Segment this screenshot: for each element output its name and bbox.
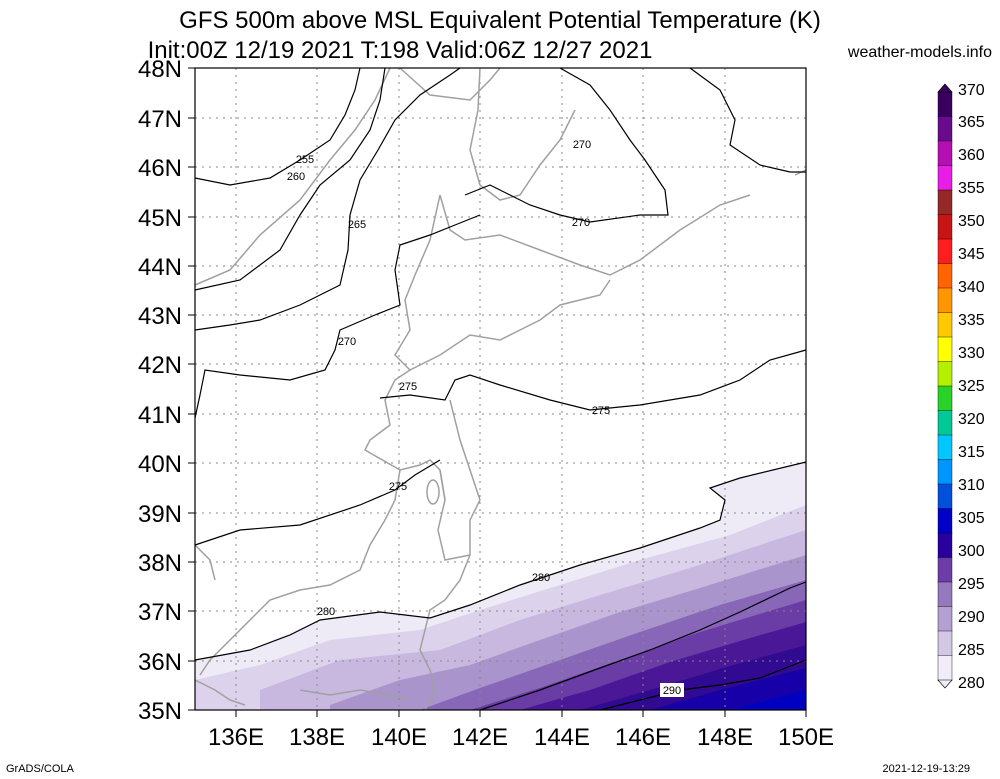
footer-timestamp: 2021-12-19-13:29 [882, 763, 970, 775]
lat-label: 48N [138, 56, 182, 83]
contour-label: 255 [296, 154, 314, 166]
contour-label: 275 [399, 381, 417, 393]
contour-label: 290 [663, 685, 681, 697]
colorbar-label: 365 [958, 114, 985, 131]
colorbar-max-arrow [937, 83, 953, 93]
colorbar-label: 315 [958, 444, 985, 461]
lon-label: 148E [697, 724, 753, 751]
lon-label: 138E [289, 724, 345, 751]
colorbar-label: 285 [958, 642, 985, 659]
colorbar-segment [937, 410, 953, 436]
lat-label: 45N [138, 205, 182, 232]
lat-label: 46N [138, 155, 182, 182]
colorbar-segment [937, 263, 953, 289]
lon-label: 144E [534, 724, 590, 751]
colorbar-label: 320 [958, 411, 985, 428]
colorbar-segment [937, 116, 953, 142]
colorbar-segment [937, 312, 953, 338]
colorbar-segment [937, 606, 953, 632]
contour-label: 270 [338, 336, 356, 348]
colorbar-segment [937, 532, 953, 559]
colorbar-segment [937, 581, 953, 608]
contour-labels: 255 260 265 270 270 270 275 275 275 280 … [287, 139, 684, 697]
lat-label: 37N [138, 599, 182, 626]
colorbar-segment [937, 508, 953, 534]
lat-label: 47N [138, 106, 182, 133]
colorbar-segment [937, 557, 953, 583]
colorbar-label: 350 [958, 213, 985, 230]
lat-label: 38N [138, 550, 182, 577]
lat-lon-grid [195, 68, 806, 710]
colorbar-segment [937, 140, 953, 167]
lon-label: 150E [778, 724, 834, 751]
lat-label: 44N [138, 254, 182, 281]
footer-software-credit: GrADS/COLA [6, 763, 74, 775]
colorbar-segment [937, 655, 953, 681]
colorbar-labels: 370 365 360 355 350 345 340 335 330 325 … [958, 82, 985, 692]
contour-label: 280 [317, 606, 335, 618]
colorbar-label: 340 [958, 279, 985, 296]
theta-e-shading [195, 462, 806, 710]
colorbar-label: 355 [958, 180, 985, 197]
colorbar-label: 330 [958, 345, 985, 362]
lat-label: 41N [138, 402, 182, 429]
colorbar-segment [937, 459, 953, 485]
colorbar-segment [937, 336, 953, 363]
contour-label: 260 [287, 171, 305, 183]
colorbar-segment [937, 91, 953, 118]
contour-label: 265 [348, 219, 366, 231]
colorbar-segment [937, 361, 953, 387]
colorbar-label: 300 [958, 543, 985, 560]
contour-label: 275 [592, 405, 610, 417]
contour-label: 280 [532, 572, 550, 584]
colorbar-label: 295 [958, 576, 985, 593]
colorbar-segment [937, 630, 953, 657]
map-subtitle: Init:00Z 12/19 2021 T:198 Valid:06Z 12/2… [147, 37, 653, 64]
lat-label: 36N [138, 649, 182, 676]
colorbar-segment [937, 483, 953, 510]
colorbar-label: 370 [958, 82, 985, 99]
lat-label: 40N [138, 451, 182, 478]
colorbar-segment [937, 214, 953, 240]
colorbar-label: 290 [958, 609, 985, 626]
colorbar-label: 325 [958, 378, 985, 395]
colorbar-label: 360 [958, 147, 985, 164]
contour-label: 270 [573, 139, 591, 151]
colorbar-label: 305 [958, 510, 985, 527]
watermark: weather-models.info [847, 44, 992, 61]
lat-ticks [188, 67, 807, 717]
lat-label: 42N [138, 352, 182, 379]
plot-frame [194, 67, 807, 711]
lon-label: 136E [208, 724, 264, 751]
colorbar-segment [937, 434, 953, 461]
lon-label: 142E [452, 724, 508, 751]
colorbar-segment [937, 238, 953, 265]
colorbar-label: 335 [958, 312, 985, 329]
lon-labels: 136E 138E 140E 142E 144E 146E 148E 150E [208, 724, 834, 751]
lat-label: 39N [138, 501, 182, 528]
lon-label: 146E [615, 724, 671, 751]
contour-lines [194, 67, 807, 711]
colorbar [937, 83, 953, 689]
contour-label: 270 [572, 217, 590, 229]
contour-label: 275 [389, 481, 407, 493]
lat-label: 35N [138, 698, 182, 725]
colorbar-segment [937, 165, 953, 191]
map-title: GFS 500m above MSL Equivalent Potential … [179, 7, 821, 34]
colorbar-min-arrow [937, 679, 953, 689]
colorbar-label: 310 [958, 477, 985, 494]
coastlines [194, 67, 807, 711]
colorbar-segment [937, 287, 953, 314]
lat-labels: 48N 47N 46N 45N 44N 43N 42N 41N 40N 39N … [138, 56, 182, 725]
colorbar-label: 345 [958, 246, 985, 263]
lon-label: 140E [371, 724, 427, 751]
colorbar-segment [937, 189, 953, 216]
colorbar-segment [937, 385, 953, 412]
lat-label: 43N [138, 303, 182, 330]
colorbar-label: 280 [958, 675, 985, 692]
